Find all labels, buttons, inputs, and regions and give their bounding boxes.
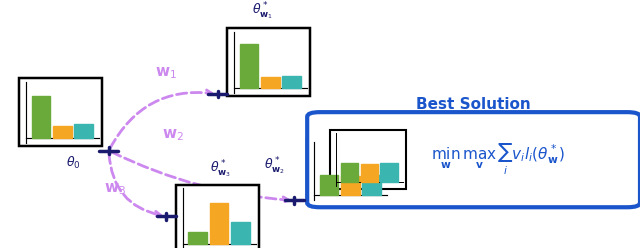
Bar [53, 126, 72, 138]
Text: $\mathbf{w}_1$: $\mathbf{w}_1$ [156, 66, 177, 82]
Bar [32, 96, 50, 138]
Text: $\theta^*_{\mathbf{w}_1}$: $\theta^*_{\mathbf{w}_1}$ [252, 0, 273, 22]
Bar [210, 203, 228, 244]
Text: Best Solution: Best Solution [416, 97, 531, 112]
Bar [381, 163, 397, 182]
FancyBboxPatch shape [176, 185, 259, 248]
Text: $\underset{\mathbf{w}}{\min}\,\underset{\mathbf{v}}{\max}\,\sum_i v_i l_i(\theta: $\underset{\mathbf{w}}{\min}\,\underset{… [431, 143, 565, 177]
FancyBboxPatch shape [307, 139, 390, 203]
FancyBboxPatch shape [227, 28, 310, 96]
Bar [240, 44, 258, 88]
FancyBboxPatch shape [19, 78, 102, 146]
Text: $\theta^*_{\mathbf{w}_2}$: $\theta^*_{\mathbf{w}_2}$ [264, 156, 285, 177]
Bar [231, 222, 250, 244]
Bar [320, 175, 338, 195]
Bar [189, 232, 207, 244]
Text: $\mathbf{w}_3$: $\mathbf{w}_3$ [104, 181, 126, 197]
Bar [74, 124, 93, 138]
Bar [261, 77, 280, 88]
Bar [282, 76, 301, 88]
FancyBboxPatch shape [307, 112, 640, 207]
Text: $\mathbf{w}_2$: $\mathbf{w}_2$ [162, 127, 184, 143]
FancyBboxPatch shape [330, 130, 406, 189]
Text: $\theta_0$: $\theta_0$ [67, 155, 81, 171]
Bar [341, 163, 358, 182]
Bar [341, 176, 360, 195]
Bar [361, 164, 378, 182]
Text: $\theta^*_{\mathbf{w}_3}$: $\theta^*_{\mathbf{w}_3}$ [210, 158, 232, 180]
Bar [362, 175, 381, 195]
